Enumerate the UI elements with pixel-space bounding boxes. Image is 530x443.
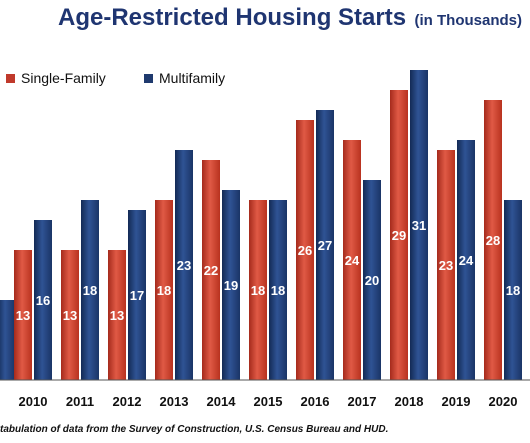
data-label-single-family-2020: 28 <box>486 233 500 248</box>
bar-multifamily-2016 <box>316 110 334 380</box>
bar-multifamily-2012 <box>128 210 146 380</box>
data-label-multifamily-2015: 18 <box>271 283 285 298</box>
data-label-multifamily-2017: 20 <box>365 273 379 288</box>
x-tick-label-2014: 2014 <box>207 394 237 409</box>
chart-title: Age-Restricted Housing Starts (in Thousa… <box>30 4 530 32</box>
x-tick-label-2016: 2016 <box>301 394 330 409</box>
bar-multifamily-2014 <box>222 190 240 380</box>
bar-single-family-2011 <box>61 250 79 380</box>
legend-label-multifamily: Multifamily <box>159 70 226 86</box>
data-label-multifamily-2013: 23 <box>177 258 191 273</box>
x-tick-label-2018: 2018 <box>395 394 424 409</box>
bar-multifamily-2020 <box>504 200 522 380</box>
data-label-single-family-2017: 24 <box>345 253 360 268</box>
x-tick-label-2011: 2011 <box>66 394 94 409</box>
data-label-multifamily-2014: 19 <box>224 278 238 293</box>
bar-multifamily-2011 <box>81 200 99 380</box>
bar-single-family-2019 <box>437 150 455 380</box>
bar-multifamily-2009 <box>0 300 15 380</box>
source-note: tabulation of data from the Survey of Co… <box>0 424 389 435</box>
data-label-single-family-2015: 18 <box>251 283 265 298</box>
bar-single-family-2020 <box>484 100 502 380</box>
data-label-multifamily-2011: 18 <box>83 283 97 298</box>
data-label-multifamily-2019: 24 <box>459 253 474 268</box>
bar-multifamily-2019 <box>457 140 475 380</box>
bar-multifamily-2017 <box>363 180 381 380</box>
bar-single-family-2013 <box>155 200 173 380</box>
bar-single-family-2012 <box>108 250 126 380</box>
data-label-single-family-2019: 23 <box>439 258 453 273</box>
x-tick-label-2020: 2020 <box>489 394 518 409</box>
data-label-single-family-2016: 26 <box>298 243 312 258</box>
x-tick-label-2017: 2017 <box>348 394 377 409</box>
legend-label-single-family: Single-Family <box>21 70 106 86</box>
data-label-single-family-2010: 13 <box>16 308 30 323</box>
data-label-multifamily-2018: 31 <box>412 218 426 233</box>
bar-single-family-2018 <box>390 90 408 380</box>
chart-title-units: (in Thousands) <box>414 12 523 29</box>
bar-single-family-2016 <box>296 120 314 380</box>
bar-single-family-2010 <box>14 250 32 380</box>
data-label-multifamily-2016: 27 <box>318 238 332 253</box>
data-label-multifamily-2010: 16 <box>36 293 50 308</box>
data-label-single-family-2012: 13 <box>110 308 124 323</box>
data-label-multifamily-2012: 17 <box>130 288 144 303</box>
x-tick-label-2012: 2012 <box>113 394 142 409</box>
chart-title-main: Age-Restricted Housing Starts <box>57 4 407 31</box>
legend-item-multifamily: Multifamily <box>144 70 225 86</box>
bar-single-family-2015 <box>249 200 267 380</box>
data-label-single-family-2014: 22 <box>204 263 218 278</box>
x-tick-label-2010: 2010 <box>19 394 48 409</box>
x-tick-label-2013: 2013 <box>160 394 189 409</box>
x-tick-label-2019: 2019 <box>442 394 471 409</box>
legend-swatch-single-family <box>6 73 15 83</box>
bar-multifamily-2013 <box>175 150 193 380</box>
bar-single-family-2017 <box>343 140 361 380</box>
data-label-multifamily-2020: 18 <box>506 283 520 298</box>
x-tick-label-2015: 2015 <box>254 394 283 409</box>
bar-multifamily-2010 <box>34 220 52 380</box>
data-label-single-family-2018: 29 <box>392 228 406 243</box>
bar-single-family-2014 <box>202 160 220 380</box>
bar-multifamily-2018 <box>410 70 428 380</box>
data-label-single-family-2011: 13 <box>63 308 77 323</box>
bar-multifamily-2015 <box>269 200 287 380</box>
legend-item-single-family: Single-Family <box>6 70 106 86</box>
data-label-single-family-2013: 18 <box>157 283 171 298</box>
legend-swatch-multifamily <box>144 73 153 83</box>
